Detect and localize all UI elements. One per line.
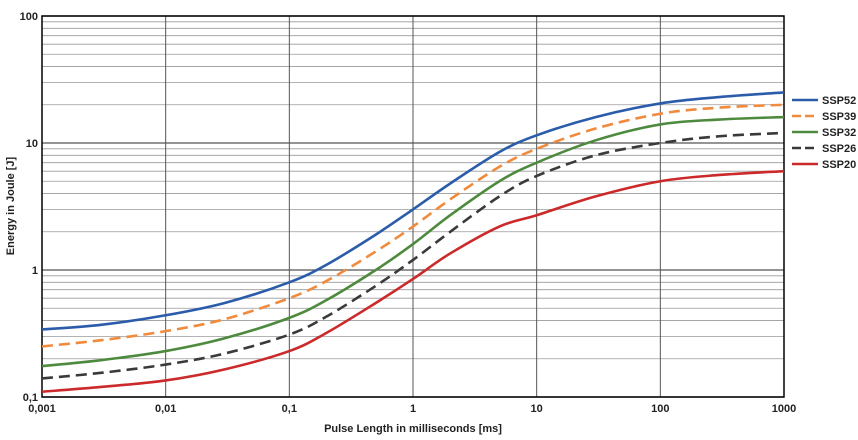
y-axis-label: Energy in Joule [J]	[5, 156, 17, 255]
y-tick-label: 1	[32, 265, 38, 277]
series-line-ssp32	[41, 115, 785, 368]
legend-label-ssp39: SSP39	[822, 111, 856, 123]
series-line-ssp20	[41, 169, 785, 394]
x-tick-label: 10	[531, 403, 543, 415]
series-layer	[41, 91, 785, 394]
x-tick-label: 0,001	[28, 403, 56, 415]
legend-label-ssp20: SSP20	[822, 159, 856, 171]
legend: SSP52 SSP39 SSP32 SSP26 SSP20	[792, 95, 856, 171]
y-tick-label: 10	[26, 138, 38, 150]
x-tick-label: 100	[651, 403, 669, 415]
y-tick-labels: 0,1 1 10 100	[20, 11, 38, 404]
series-line-ssp39	[41, 103, 785, 348]
y-tick-label: 0,1	[23, 392, 38, 404]
legend-label-ssp32: SSP32	[822, 127, 856, 139]
y-tick-label: 100	[20, 11, 38, 23]
x-tick-label: 1	[410, 403, 416, 415]
x-tick-label: 0,01	[155, 403, 176, 415]
x-axis-label: Pulse Length in milliseconds [ms]	[324, 423, 502, 435]
plot-frame	[41, 15, 785, 398]
x-tick-label: 0,1	[282, 403, 297, 415]
x-tick-label: 1000	[772, 403, 796, 415]
x-tick-labels: 0,001 0,01 0,1 1 10 100 1000	[28, 403, 796, 415]
legend-label-ssp26: SSP26	[822, 143, 856, 155]
legend-label-ssp52: SSP52	[822, 95, 856, 107]
series-line-ssp52	[41, 91, 785, 331]
series-line-ssp26	[41, 131, 785, 380]
